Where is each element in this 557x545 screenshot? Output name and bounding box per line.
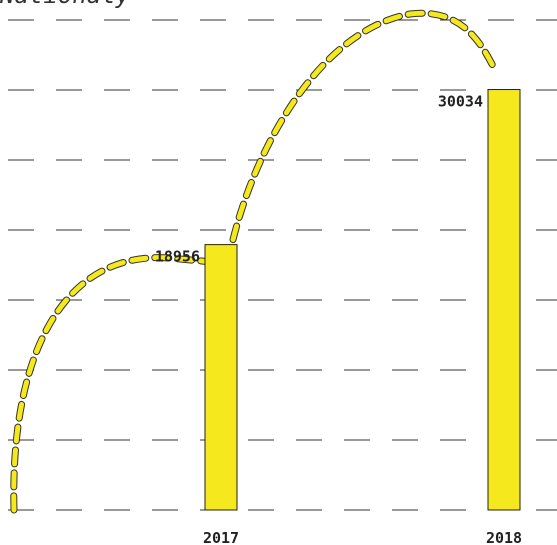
value-label: 30034: [438, 93, 483, 111]
x-tick-label: 2017: [203, 529, 239, 545]
x-tick-label: 2018: [486, 529, 522, 545]
bar: [487, 89, 521, 511]
value-label: 18956: [155, 248, 200, 266]
decoration: [10, 9, 499, 514]
chart-title: Nationaly: [0, 0, 131, 9]
bar: [204, 244, 238, 511]
